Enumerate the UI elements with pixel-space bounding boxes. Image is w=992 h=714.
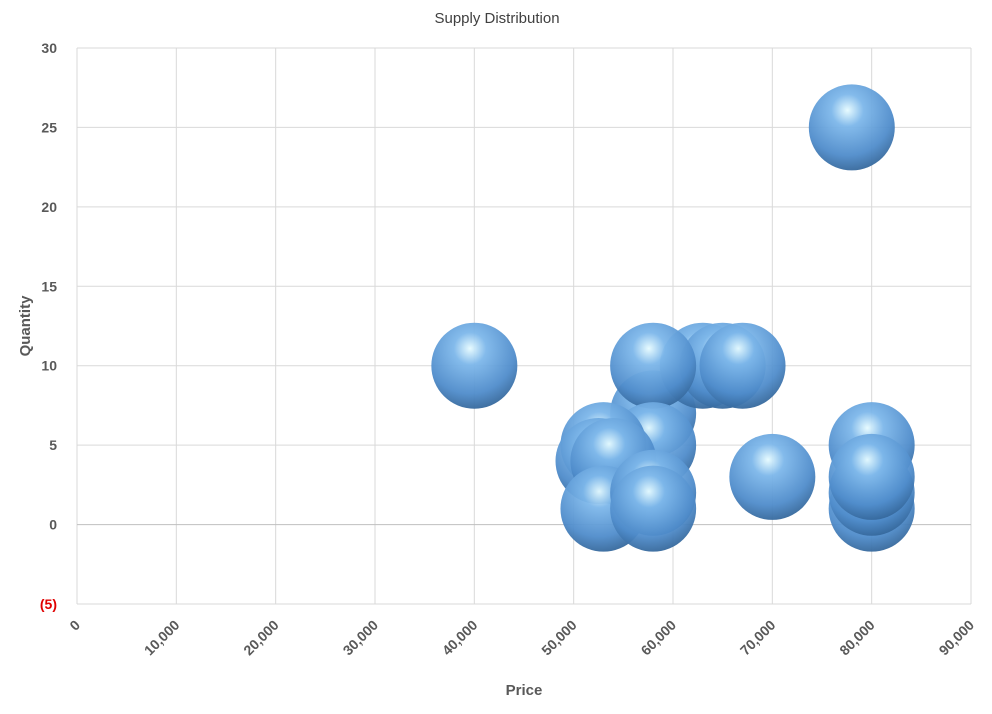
y-tick-label: 0	[49, 517, 57, 533]
y-tick-label: 15	[41, 278, 57, 294]
bubble	[610, 322, 697, 409]
x-tick-label: 90,000	[936, 617, 978, 659]
x-tick-label: 20,000	[240, 617, 282, 659]
gridlines	[76, 47, 972, 605]
bubble	[610, 465, 697, 552]
x-tick-label: 50,000	[538, 617, 580, 659]
y-axis-title: Quantity	[17, 295, 34, 356]
bubble	[729, 433, 816, 520]
bubble	[431, 322, 518, 409]
bubbles	[431, 84, 915, 552]
x-tick-label: 30,000	[340, 617, 382, 659]
y-tick-label: 20	[41, 199, 57, 215]
x-tick-label: 0	[66, 617, 83, 634]
y-tick-label: (5)	[40, 596, 57, 612]
x-axis-title: Price	[506, 682, 543, 699]
y-tick-label: 5	[49, 437, 57, 453]
x-tick-label: 10,000	[141, 617, 183, 659]
bubble	[699, 322, 786, 409]
bubble	[828, 433, 915, 520]
y-tick-label: 25	[41, 119, 57, 135]
x-axis-ticks: 0 10,000 20,000 30,000 40,000 50,000 60,000 70,…	[66, 617, 977, 659]
x-tick-label: 60,000	[638, 617, 680, 659]
y-axis-ticks: (5) 0 5 10 15 20 25 30	[40, 40, 57, 612]
chart-title: Supply Distribution	[434, 10, 559, 27]
bubble	[808, 84, 895, 171]
x-tick-label: 70,000	[737, 617, 779, 659]
x-tick-label: 80,000	[836, 617, 878, 659]
x-tick-label: 40,000	[439, 617, 481, 659]
y-tick-label: 30	[41, 40, 57, 56]
y-tick-label: 10	[41, 358, 57, 374]
